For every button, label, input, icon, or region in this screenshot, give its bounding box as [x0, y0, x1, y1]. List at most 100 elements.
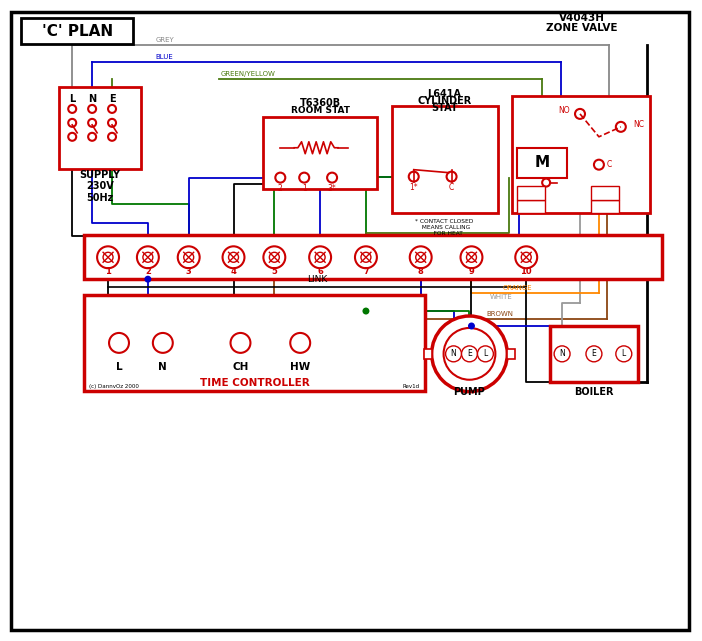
- FancyBboxPatch shape: [550, 326, 637, 382]
- Text: ROOM STAT: ROOM STAT: [291, 106, 350, 115]
- Circle shape: [153, 333, 173, 353]
- Text: 8: 8: [418, 267, 423, 276]
- Text: BLUE: BLUE: [156, 54, 173, 60]
- Circle shape: [103, 253, 113, 262]
- Text: 1: 1: [105, 267, 111, 276]
- Circle shape: [468, 322, 475, 329]
- Text: GREEN/YELLOW: GREEN/YELLOW: [220, 71, 275, 77]
- FancyBboxPatch shape: [424, 349, 432, 359]
- Circle shape: [467, 253, 477, 262]
- Text: SUPPLY
230V
50Hz: SUPPLY 230V 50Hz: [79, 170, 121, 203]
- Circle shape: [229, 253, 239, 262]
- Text: N: N: [451, 349, 456, 358]
- Text: L: L: [69, 94, 75, 104]
- Circle shape: [309, 246, 331, 268]
- Text: CH: CH: [232, 362, 249, 372]
- Circle shape: [586, 346, 602, 362]
- Circle shape: [522, 253, 531, 262]
- Text: Rev1d: Rev1d: [402, 384, 420, 389]
- FancyBboxPatch shape: [591, 186, 619, 199]
- Circle shape: [446, 346, 461, 362]
- Circle shape: [594, 160, 604, 170]
- Text: BROWN: BROWN: [486, 311, 513, 317]
- Text: 2: 2: [278, 184, 283, 193]
- Text: M: M: [535, 155, 550, 171]
- Text: L641A: L641A: [428, 89, 462, 99]
- Circle shape: [444, 328, 496, 379]
- Text: 4: 4: [230, 267, 237, 276]
- Text: STAT: STAT: [431, 103, 458, 113]
- Circle shape: [108, 133, 116, 141]
- Text: 9: 9: [469, 267, 475, 276]
- Circle shape: [616, 122, 625, 132]
- Text: TIME CONTROLLER: TIME CONTROLLER: [199, 378, 310, 388]
- Text: NO: NO: [558, 106, 570, 115]
- Text: C: C: [607, 160, 612, 169]
- Circle shape: [137, 246, 159, 268]
- Text: PUMP: PUMP: [453, 387, 485, 397]
- Text: GREY: GREY: [156, 37, 175, 43]
- Circle shape: [108, 119, 116, 127]
- Circle shape: [230, 333, 251, 353]
- Circle shape: [355, 246, 377, 268]
- Circle shape: [315, 253, 325, 262]
- Text: N: N: [159, 362, 167, 372]
- Text: N: N: [88, 94, 96, 104]
- Circle shape: [184, 253, 194, 262]
- Text: E: E: [109, 94, 115, 104]
- Circle shape: [178, 246, 199, 268]
- Circle shape: [432, 316, 508, 392]
- Text: BOILER: BOILER: [574, 387, 614, 397]
- Text: V4043H: V4043H: [559, 13, 605, 23]
- Circle shape: [68, 105, 77, 113]
- Circle shape: [410, 246, 432, 268]
- Circle shape: [143, 253, 153, 262]
- Text: L: L: [116, 362, 122, 372]
- FancyBboxPatch shape: [517, 186, 545, 199]
- Circle shape: [409, 172, 418, 181]
- Circle shape: [461, 246, 482, 268]
- Circle shape: [68, 133, 77, 141]
- Circle shape: [68, 119, 77, 127]
- Circle shape: [108, 105, 116, 113]
- Text: 3*: 3*: [328, 184, 336, 193]
- Circle shape: [263, 246, 285, 268]
- Circle shape: [223, 246, 244, 268]
- Circle shape: [88, 105, 96, 113]
- FancyBboxPatch shape: [263, 117, 377, 188]
- FancyBboxPatch shape: [84, 295, 425, 391]
- Circle shape: [446, 172, 456, 181]
- Circle shape: [361, 253, 371, 262]
- Circle shape: [575, 109, 585, 119]
- Text: C: C: [449, 183, 454, 192]
- Circle shape: [145, 276, 152, 283]
- Text: L: L: [622, 349, 626, 358]
- Text: LINK: LINK: [307, 275, 327, 284]
- Text: T6360B: T6360B: [300, 98, 340, 108]
- Text: (c) DannvOz 2000: (c) DannvOz 2000: [89, 384, 139, 389]
- FancyBboxPatch shape: [22, 19, 133, 44]
- FancyBboxPatch shape: [84, 235, 662, 279]
- Text: L: L: [483, 349, 488, 358]
- FancyBboxPatch shape: [59, 87, 141, 169]
- Circle shape: [88, 133, 96, 141]
- Circle shape: [88, 119, 96, 127]
- Circle shape: [515, 246, 537, 268]
- FancyBboxPatch shape: [508, 349, 515, 359]
- Circle shape: [290, 333, 310, 353]
- Circle shape: [477, 346, 494, 362]
- Text: E: E: [467, 349, 472, 358]
- Text: NC: NC: [633, 121, 644, 129]
- Text: N: N: [559, 349, 565, 358]
- Circle shape: [461, 346, 477, 362]
- Text: ZONE VALVE: ZONE VALVE: [546, 23, 618, 33]
- Circle shape: [542, 179, 550, 187]
- Text: 2: 2: [145, 267, 151, 276]
- Text: CYLINDER: CYLINDER: [418, 96, 472, 106]
- Circle shape: [275, 172, 285, 183]
- Text: 7: 7: [363, 267, 369, 276]
- Text: 10: 10: [520, 267, 532, 276]
- FancyBboxPatch shape: [392, 106, 498, 213]
- FancyBboxPatch shape: [512, 96, 649, 213]
- FancyBboxPatch shape: [591, 199, 619, 213]
